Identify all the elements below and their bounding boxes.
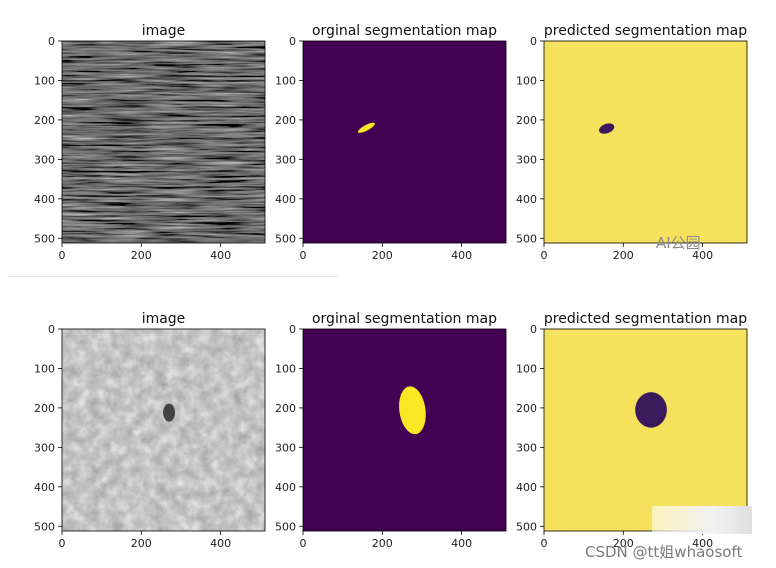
y-tick-label: 400	[516, 481, 537, 494]
y-tick-label: 200	[275, 402, 296, 415]
y-tick-label: 300	[34, 153, 55, 166]
axes-frame	[543, 40, 748, 244]
y-tick-label: 300	[516, 153, 537, 166]
y-tick-label: 500	[275, 232, 296, 245]
y-tick-label: 200	[516, 114, 537, 127]
panel-title: orginal segmentation map	[312, 311, 497, 327]
y-tick-label: 100	[516, 362, 537, 375]
x-tick-label: 400	[451, 537, 472, 550]
ground-truth-region	[399, 386, 426, 435]
axes-frame	[302, 328, 507, 532]
panel-row1-col3: predicted segmentation map 0 200 400 0 100 200…	[516, 23, 748, 262]
y-tick-label: 500	[34, 232, 55, 245]
y-tick-label: 0	[48, 323, 55, 336]
x-tick-label: 400	[692, 249, 713, 262]
x-tick-label: 0	[300, 249, 307, 262]
x-tick-label: 400	[210, 537, 231, 550]
predicted-region	[599, 123, 615, 134]
watermark-blur	[652, 506, 752, 534]
image-content	[62, 329, 265, 531]
panel-row2-col1: image 0 200 400 0 100 200 300 400 500	[34, 311, 266, 550]
panel-title: predicted segmentation map	[544, 23, 747, 39]
y-tick-label: 200	[516, 402, 537, 415]
y-tick-label: 200	[34, 114, 55, 127]
x-tick-label: 200	[613, 249, 634, 262]
ground-truth-region	[357, 122, 375, 133]
panel-title: image	[142, 311, 186, 327]
x-tick-label: 400	[451, 249, 472, 262]
x-tick-label: 400	[692, 537, 713, 550]
y-tick-label: 400	[34, 193, 55, 206]
watermark-bottom: CSDN @tt姐whaosoft	[585, 543, 743, 561]
x-tick-label: 400	[210, 249, 231, 262]
panel-row1-col1: image 0 200 400 0 100 200 300 400 500	[34, 23, 266, 262]
y-tick-label: 300	[516, 441, 537, 454]
y-tick-label: 300	[275, 441, 296, 454]
y-tick-label: 200	[275, 114, 296, 127]
image-content	[62, 41, 265, 243]
panel-row1-col2: orginal segmentation map 0 200 400 0 100 200 30…	[275, 23, 507, 262]
y-tick-label: 500	[516, 232, 537, 245]
x-tick-label: 0	[59, 537, 66, 550]
y-tick-label: 500	[275, 520, 296, 533]
y-tick-label: 500	[516, 520, 537, 533]
y-tick-label: 0	[289, 35, 296, 48]
y-tick-label: 0	[530, 323, 537, 336]
x-tick-label: 0	[59, 249, 66, 262]
y-tick-label: 100	[516, 74, 537, 87]
y-tick-label: 400	[275, 193, 296, 206]
map-background	[303, 329, 506, 531]
dark-spot	[163, 403, 176, 422]
y-tick-label: 0	[48, 35, 55, 48]
panel-title: predicted segmentation map	[544, 311, 747, 327]
y-tick-label: 100	[34, 74, 55, 87]
y-tick-label: 400	[275, 481, 296, 494]
x-tick-label: 0	[300, 537, 307, 550]
y-tick-label: 400	[516, 193, 537, 206]
panel-row2-col3: predicted segmentation map 0 200 400 0 100 200…	[516, 311, 748, 550]
x-tick-label: 200	[131, 537, 152, 550]
y-tick-label: 500	[34, 520, 55, 533]
y-tick-label: 400	[34, 481, 55, 494]
x-tick-label: 0	[541, 537, 548, 550]
row-separator	[8, 276, 338, 277]
y-tick-label: 300	[34, 441, 55, 454]
x-tick-label: 200	[372, 249, 393, 262]
x-tick-label: 200	[372, 537, 393, 550]
map-background	[544, 329, 747, 531]
y-tick-label: 0	[530, 35, 537, 48]
axes-frame	[61, 328, 266, 532]
y-tick-label: 200	[34, 402, 55, 415]
panel-row2-col2: orginal segmentation map 0 200 400 0 100 200 30…	[275, 311, 507, 550]
axes-frame	[543, 328, 748, 532]
axes-frame	[61, 40, 266, 244]
x-tick-label: 200	[613, 537, 634, 550]
y-tick-label: 100	[275, 362, 296, 375]
panel-title: image	[142, 23, 186, 39]
axes-frame	[302, 40, 507, 244]
y-tick-label: 100	[275, 74, 296, 87]
y-tick-label: 100	[34, 362, 55, 375]
x-tick-label: 0	[541, 249, 548, 262]
y-tick-label: 300	[275, 153, 296, 166]
watermark-top: AI公园	[656, 234, 701, 252]
predicted-region	[635, 392, 667, 428]
map-background	[303, 41, 506, 243]
y-tick-label: 0	[289, 323, 296, 336]
map-background	[544, 41, 747, 243]
x-tick-label: 200	[131, 249, 152, 262]
panel-title: orginal segmentation map	[312, 23, 497, 39]
